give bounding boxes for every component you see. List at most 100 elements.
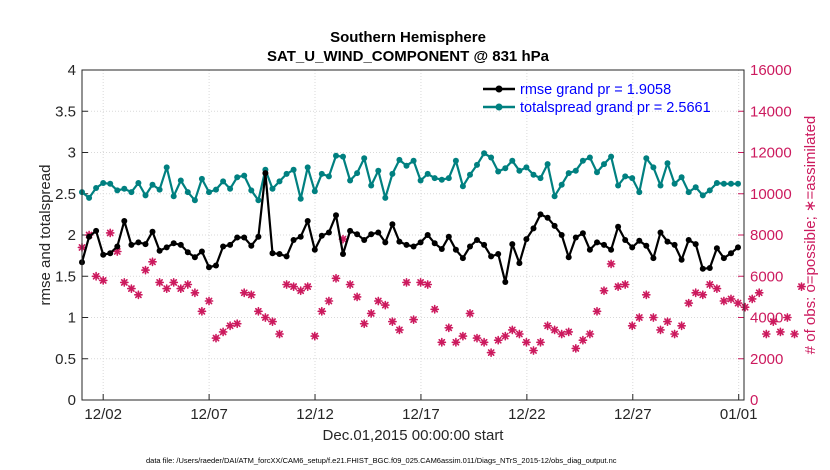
rmse-point [509,241,516,248]
rmse-point [340,251,346,257]
rmse-point [706,265,713,271]
obs-assimilated-point [190,288,200,298]
obs-assimilated-point [507,325,517,335]
totalspread-point [509,157,516,164]
rmse-point [488,253,495,260]
obs-assimilated-point [317,306,327,316]
totalspread-point [558,181,565,188]
rmse-point [375,229,382,236]
totalspread-point [474,161,480,168]
totalspread-point [163,164,170,171]
legend-spread-label: totalspread grand pr = 2.5661 [520,100,711,116]
obs-assimilated-point [211,333,221,343]
rmse-point [615,223,622,230]
obs-assimilated-point [684,298,694,308]
obs-assimilated-point [91,271,101,281]
rmse-point [220,243,227,250]
totalspread-point [615,182,622,189]
rmse-point [347,227,354,234]
obs-assimilated-point [677,321,686,331]
obs-assimilated-point [402,278,411,287]
obs-assimilated-point [409,315,418,324]
obs-assimilated-point [345,280,355,289]
totalspread-point [220,178,227,185]
totalspread-point [248,187,255,194]
totalspread-point [213,186,219,193]
left-tick-label: 1 [68,310,76,327]
obs-assimilated-point [444,323,454,333]
obs-assimilated-point [529,346,538,355]
totalspread-point [685,189,692,196]
totalspread-point [403,162,410,169]
obs-assimilated-point [261,313,270,322]
totalspread-point [594,169,600,176]
obs-assimilated-point [500,331,510,341]
obs-assimilated-point [310,331,320,341]
obs-assimilated-point [620,280,630,289]
rmse-point [502,279,509,285]
obs-assimilated-point [352,292,362,302]
obs-assimilated-point [134,290,143,300]
rmse-point [333,212,339,219]
totalspread-line [81,152,738,202]
totalspread-point [664,160,671,167]
obs-assimilated-point [740,302,750,312]
rmse-point [156,247,163,254]
totalspread-point [340,153,346,160]
left-tick-label: 0.5 [55,351,76,368]
rmse-point [410,243,417,250]
totalspread-point [354,170,361,177]
obs-assimilated-point [571,344,581,353]
rmse-point [389,221,396,228]
rmse-point [678,256,685,263]
obs-assimilated-point [592,306,602,316]
totalspread-point [191,197,198,204]
obs-assimilated-point [719,296,729,306]
obs-assimilated-point [557,329,567,339]
right-tick-label: 12000 [750,145,792,162]
totalspread-point [438,176,445,183]
rmse-point [262,170,269,177]
rmse-point [452,246,459,253]
totalspread-point [135,180,142,186]
rmse-point [396,238,403,245]
totalspread-point [728,180,734,187]
totalspread-point [382,194,389,201]
rmse-point [354,231,361,238]
obs-assimilated-point [656,325,665,335]
rmse-point [643,242,650,249]
rmse-point [318,232,325,239]
obs-assimilated-point [536,337,545,347]
obs-assimilated-point [458,331,468,341]
obs-assimilated-point [268,317,277,326]
totalspread-point [601,161,607,168]
obs-assimilated-point [275,329,284,339]
rmse-point [382,239,389,246]
totalspread-point [551,193,558,200]
rmse-point [311,246,318,253]
obs-assimilated-point [324,296,334,306]
totalspread-point [304,164,311,171]
rmse-point [664,238,671,245]
obs-assimilated-point [479,337,489,347]
totalspread-point [177,177,184,184]
obs-assimilated-point [726,294,736,304]
right-tick-label: 0 [750,392,758,409]
legend: rmse grand pr = 1.9058 totalspread grand… [483,82,711,116]
obs-assimilated-point [768,317,778,326]
totalspread-point [86,194,93,201]
rmse-point [304,218,311,224]
totalspread-point [692,184,699,191]
totalspread-point [622,173,629,180]
totalspread-point [311,188,318,195]
rmse-point [227,241,234,248]
rmse-point [481,241,488,248]
totalspread-point [142,192,149,199]
rmse-point [142,241,149,248]
rmse-point [107,250,114,257]
totalspread-point [706,187,713,194]
rmse-point [650,255,657,262]
totalspread-point [516,167,523,174]
obs-assimilated-point [423,280,433,289]
rmse-point [234,234,241,241]
